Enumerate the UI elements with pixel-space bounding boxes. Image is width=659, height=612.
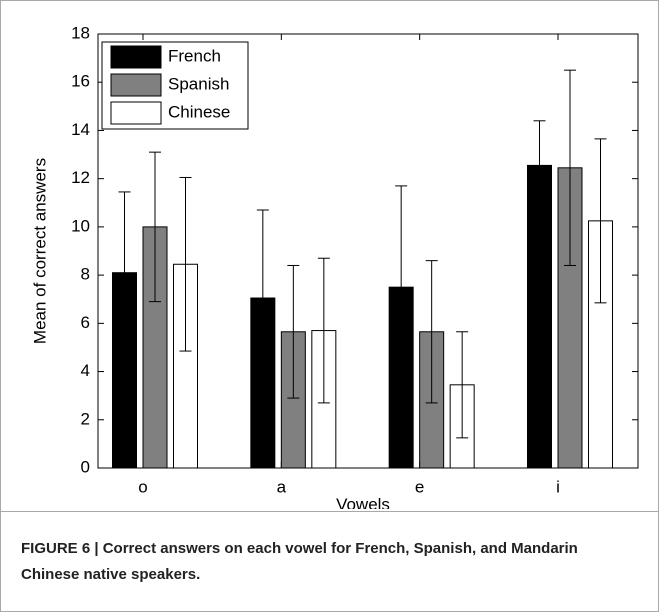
error-bar (317, 257, 330, 404)
error-bar (425, 260, 438, 404)
error-bar (287, 264, 300, 399)
x-tick-label: o (138, 477, 147, 496)
y-tick-label: 4 (81, 361, 90, 380)
error-bar (395, 185, 408, 389)
error-bar (149, 151, 161, 303)
y-tick-label: 0 (81, 457, 90, 476)
legend-swatch (110, 73, 162, 97)
y-tick-label: 10 (71, 216, 90, 235)
y-tick-label: 8 (81, 265, 90, 284)
y-tick-label: 6 (81, 313, 90, 332)
y-axis-label: Mean of correct answers (30, 158, 49, 344)
x-tick-label: e (415, 477, 424, 496)
y-tick-label: 14 (71, 120, 90, 139)
y-tick-label: 12 (71, 168, 90, 187)
chart: Mean of correct answers Vowels 0 2 4 6 8 10 12… (30, 23, 639, 509)
y-tick-label: 16 (71, 72, 90, 91)
separator (1, 511, 658, 512)
legend-swatch (110, 101, 162, 125)
x-tick-label: i (556, 477, 560, 496)
error-bar (594, 138, 607, 304)
bar (527, 164, 552, 469)
error-bar (533, 120, 546, 211)
plot-frame (97, 33, 639, 469)
error-bar (179, 176, 192, 352)
legend-label: Chinese (168, 102, 230, 121)
error-bar (256, 209, 269, 387)
caption: FIGURE 6 | Correct answers on each vowel… (21, 540, 578, 583)
error-bar (456, 331, 469, 439)
legend-label: French (168, 46, 221, 65)
legend-label: Spanish (168, 74, 229, 93)
y-tick-label: 18 (71, 23, 90, 42)
x-axis-label: Vowels (336, 495, 390, 509)
legend-swatch (110, 45, 162, 69)
error-bar (564, 69, 576, 266)
error-bar (118, 191, 131, 354)
y-tick-label: 2 (81, 409, 90, 428)
x-tick-label: a (277, 477, 287, 496)
